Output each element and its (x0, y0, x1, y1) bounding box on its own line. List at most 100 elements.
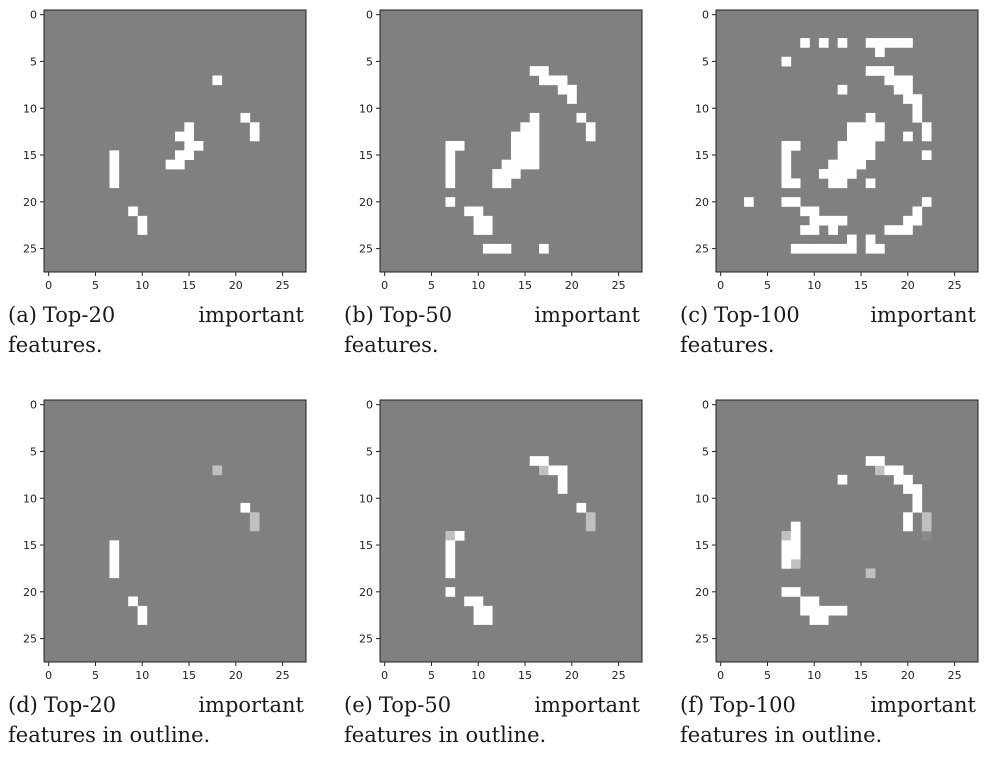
feature-pixel-18 (482, 615, 493, 625)
y-tick-label-15: 15 (23, 149, 37, 162)
feature-pixel-15 (109, 169, 120, 179)
feature-map: 0 0 5 5 10 10 15 15 20 20 25 25 (23, 399, 307, 682)
feature-pixel-59 (781, 178, 792, 189)
feature-pixel-58 (781, 169, 792, 179)
feature-pixel-9 (175, 150, 185, 161)
y-tick-label-0: 0 (366, 9, 373, 22)
x-tick-label-5: 5 (764, 279, 771, 292)
feature-pixel-7 (454, 531, 465, 541)
feature-pixel-5 (175, 131, 185, 142)
feature-pixel-29 (809, 615, 820, 625)
feature-pixel-45 (837, 159, 848, 170)
feature-pixel-77 (809, 243, 820, 254)
axes-frame (379, 9, 643, 273)
feature-pixel-51 (847, 169, 857, 179)
x-tick-label-15: 15 (854, 669, 868, 682)
x-tick-label-0: 0 (381, 669, 388, 682)
feature-pixel-34 (445, 150, 456, 161)
feature-pixel-82 (865, 234, 876, 245)
feature-pixel-11 (165, 159, 176, 170)
caption-label: (e) (344, 693, 373, 717)
feature-pixel-41 (473, 215, 484, 226)
feature-pixel-81 (847, 243, 857, 254)
axes-frame (715, 399, 979, 663)
feature-pixel-5 (884, 38, 895, 48)
feature-pixel-0 (529, 66, 540, 76)
x-tick-label-25: 25 (276, 669, 290, 682)
feature-pixel-3 (109, 559, 120, 569)
y-tick-label-10: 10 (695, 102, 709, 115)
feature-pixel-56 (781, 150, 792, 161)
x-tick-label-0: 0 (45, 669, 52, 682)
feature-pixel-26 (921, 150, 932, 161)
x-tick-label-25: 25 (612, 279, 626, 292)
feature-pixel-90 (912, 206, 923, 217)
feature-pixel-39 (865, 141, 876, 151)
feature-pixel-48 (818, 169, 829, 179)
feature-pixel-28 (865, 122, 876, 132)
y-tick-label-10: 10 (359, 102, 373, 115)
partial-pixel-4 (790, 559, 801, 569)
feature-pixel-41 (847, 150, 857, 161)
feature-pixel-33 (454, 141, 465, 151)
feature-pixel-20 (781, 587, 792, 597)
feature-pixel-11 (903, 521, 913, 532)
feature-pixel-3 (557, 465, 568, 476)
feature-pixel-28 (501, 169, 512, 179)
feature-pixel-83 (865, 243, 876, 254)
y-tick-label-15: 15 (359, 539, 373, 552)
feature-pixel-71 (800, 225, 810, 235)
feature-pixel-15 (781, 540, 792, 551)
feature-pixel-16 (790, 540, 801, 551)
feature-pixel-80 (837, 243, 848, 254)
panel-caption: (b) Top-50 important features. (344, 300, 640, 360)
x-tick-label-10: 10 (471, 669, 485, 682)
y-tick-label-0: 0 (30, 9, 37, 22)
feature-pixel-17 (781, 549, 792, 560)
map-background (43, 399, 307, 663)
feature-pixel-21 (520, 150, 531, 161)
feature-pixel-6 (184, 131, 195, 142)
feature-pixel-20 (511, 150, 521, 161)
partial-pixel-3 (781, 531, 792, 541)
feature-pixel-8 (193, 141, 204, 151)
map-background (379, 399, 643, 663)
x-tick-label-20: 20 (229, 669, 243, 682)
feature-pixel-7 (184, 141, 195, 151)
feature-pixel-13 (464, 596, 474, 607)
caption-text: Top-50 important features in outline. (344, 693, 640, 747)
feature-pixel-40 (473, 206, 484, 217)
feature-pixel-87 (903, 225, 913, 235)
feature-pixel-23 (501, 159, 512, 170)
feature-pixel-22 (912, 112, 923, 123)
feature-pixel-9 (445, 549, 456, 560)
y-tick-label-5: 5 (366, 55, 373, 68)
axes-frame (43, 9, 307, 273)
x-tick-label-0: 0 (381, 279, 388, 292)
feature-pixel-2 (539, 75, 549, 86)
y-tick-label-10: 10 (359, 492, 373, 505)
partial-pixel-0 (212, 465, 223, 476)
feature-pixel-15 (520, 131, 531, 142)
feature-pixel-53 (837, 178, 848, 189)
feature-pixel-28 (837, 605, 848, 616)
feature-pixel-5 (903, 474, 913, 485)
feature-pixel-42 (856, 150, 867, 161)
feature-pixel-52 (828, 178, 838, 189)
feature-pixel-10 (184, 150, 195, 161)
feature-pixel-31 (875, 122, 885, 132)
feature-pixel-11 (445, 568, 456, 579)
feature-pixel-12 (837, 474, 848, 485)
x-tick-label-0: 0 (717, 279, 724, 292)
feature-pixel-13 (790, 521, 801, 532)
feature-pixel-21 (790, 587, 801, 597)
feature-pixel-10 (865, 66, 876, 76)
partial-pixel-5 (865, 568, 876, 579)
caption-text: Top-50 important features. (344, 303, 640, 357)
feature-map: 0 0 5 5 10 10 15 15 20 20 25 25 (695, 399, 979, 682)
feature-pixel-29 (511, 169, 521, 179)
feature-pixel-91 (921, 197, 932, 207)
feature-pixel-2 (548, 465, 559, 476)
feature-pixel-17 (893, 84, 904, 95)
feature-pixel-16 (529, 131, 540, 142)
